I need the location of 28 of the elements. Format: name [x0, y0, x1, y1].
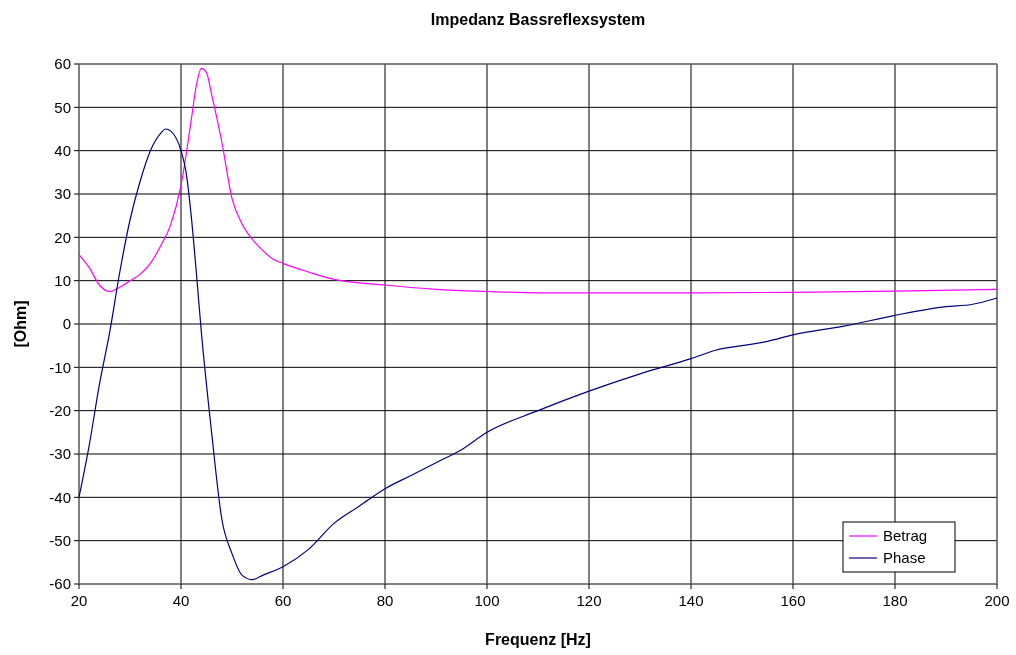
y-tick-label: -50	[49, 531, 71, 549]
x-tick-label: 60	[274, 592, 292, 609]
x-axis-title: Frequenz [Hz]	[485, 631, 591, 648]
x-tick-label: 140	[678, 592, 704, 609]
y-tick-label: 50	[54, 98, 71, 116]
chart-title: Impedanz Bassreflexsystem	[430, 11, 646, 28]
y-tick-label: -60	[49, 575, 71, 593]
y-tick-label: 30	[54, 185, 71, 203]
y-tick-label: 10	[54, 271, 71, 289]
legend-label: Phase	[883, 549, 926, 567]
y-tick-label: 60	[54, 55, 71, 73]
x-tick-label: 180	[882, 592, 908, 609]
y-axis-title: [Ohm]	[12, 300, 29, 348]
x-tick-label: 160	[780, 592, 806, 609]
x-tick-label: 40	[172, 592, 190, 609]
x-tick-label: 80	[376, 592, 394, 609]
y-tick-label: -30	[49, 445, 71, 463]
x-tick-label: 100	[474, 592, 500, 609]
x-tick-label: 120	[576, 592, 602, 609]
legend-label: Betrag	[883, 527, 928, 545]
y-tick-label: 0	[62, 315, 71, 333]
y-tick-label: 40	[54, 141, 71, 159]
x-tick-label: 20	[70, 592, 88, 609]
x-tick-label: 200	[984, 592, 1010, 609]
y-tick-label: -20	[49, 401, 71, 419]
y-tick-label: -40	[49, 488, 71, 506]
y-tick-label: -10	[49, 358, 71, 376]
y-tick-label: 20	[54, 228, 71, 246]
